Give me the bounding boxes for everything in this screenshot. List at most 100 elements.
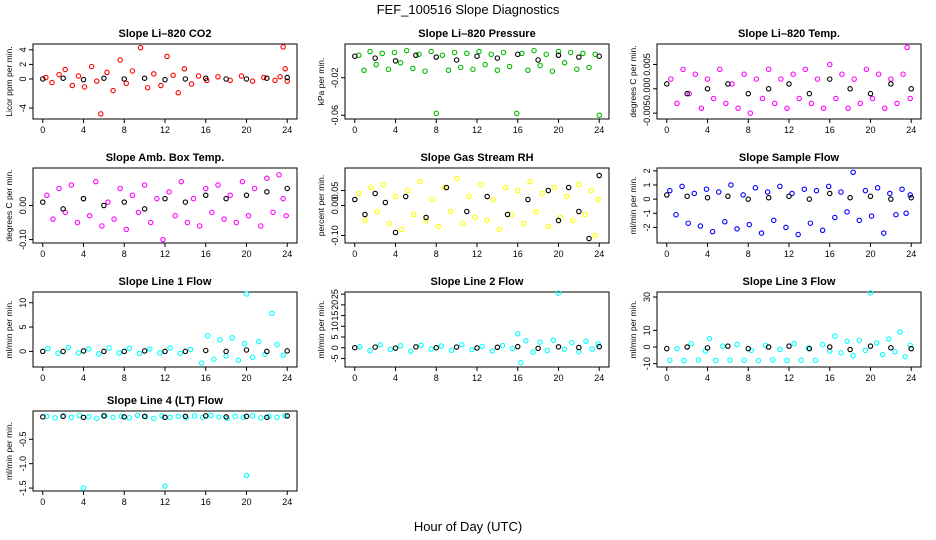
panel-title: Slope Li–820 Temp. bbox=[738, 28, 840, 40]
data-point bbox=[447, 208, 454, 215]
data-point bbox=[470, 66, 476, 73]
data-point bbox=[596, 112, 602, 119]
data-point bbox=[489, 348, 496, 354]
panel-4: Slope Amb. Box Temp. 0 4 8 12 16 20 24 -0.10 0.00… bbox=[4, 152, 298, 259]
data-point bbox=[680, 66, 686, 73]
data-point bbox=[812, 357, 819, 364]
x-tick-label: 4 bbox=[705, 249, 710, 259]
data-point bbox=[233, 219, 240, 226]
data-point bbox=[688, 340, 694, 347]
data-point bbox=[531, 47, 537, 54]
data-point-overlay bbox=[121, 76, 128, 82]
data-point bbox=[867, 290, 874, 296]
x-tick-label: 0 bbox=[352, 125, 357, 135]
data-point-overlay bbox=[826, 190, 833, 197]
data-point bbox=[752, 185, 759, 191]
plot-frame bbox=[32, 167, 298, 244]
data-point bbox=[527, 178, 533, 185]
data-point bbox=[734, 341, 740, 348]
data-point bbox=[85, 346, 92, 352]
data-point bbox=[272, 77, 278, 84]
data-point bbox=[880, 230, 887, 236]
x-tick-label: 20 bbox=[241, 497, 251, 507]
data-point bbox=[514, 187, 521, 194]
data-point bbox=[856, 217, 863, 224]
data-point bbox=[195, 73, 202, 79]
data-point bbox=[513, 110, 520, 117]
y-axis-label: ml/min per min. bbox=[4, 422, 14, 480]
y-tick-label: 4 bbox=[18, 47, 28, 52]
x-tick-label: 0 bbox=[40, 373, 45, 383]
y-tick-label: 2 bbox=[18, 62, 28, 67]
data-point bbox=[576, 181, 582, 188]
data-point-overlay bbox=[826, 76, 833, 82]
data-point bbox=[223, 353, 229, 359]
data-point-overlay bbox=[596, 343, 602, 350]
data-point-overlay bbox=[101, 75, 107, 81]
data-point bbox=[373, 61, 379, 68]
data-point bbox=[874, 185, 881, 191]
data-point-overlay bbox=[264, 414, 270, 421]
data-point bbox=[208, 412, 214, 419]
y-tick-label: 25 bbox=[330, 289, 340, 299]
data-point-overlay bbox=[704, 194, 711, 201]
data-point-overlay bbox=[484, 193, 490, 200]
data-point bbox=[249, 78, 256, 84]
data-point-overlay bbox=[433, 54, 440, 60]
data-point bbox=[137, 44, 144, 51]
panel-2: Slope Li–820 Pressure 0 4 8 12 16 20 24 -0.06 -0.… bbox=[316, 28, 610, 135]
data-point bbox=[88, 63, 95, 70]
data-point bbox=[555, 48, 562, 55]
data-point-overlay bbox=[60, 413, 66, 420]
data-point bbox=[543, 51, 550, 58]
data-point bbox=[243, 291, 250, 297]
panel-7: Slope Line 1 Flow 0 4 8 12 16 20 24 0 5 10 ml/min p… bbox=[4, 276, 298, 383]
data-point bbox=[167, 414, 173, 421]
data-point bbox=[850, 169, 856, 175]
x-tick-label: 8 bbox=[746, 125, 751, 135]
y-tick-label: 10 bbox=[642, 325, 652, 335]
x-tick-label: 4 bbox=[705, 125, 710, 135]
data-point bbox=[514, 331, 521, 337]
data-point bbox=[521, 220, 527, 227]
data-point bbox=[380, 181, 387, 188]
data-point bbox=[45, 345, 51, 352]
data-point bbox=[589, 346, 595, 352]
data-point-overlay bbox=[725, 343, 731, 349]
data-point-overlay bbox=[555, 217, 562, 224]
data-point bbox=[458, 341, 465, 348]
data-point-overlay bbox=[565, 184, 572, 191]
data-point-overlay bbox=[888, 196, 894, 202]
data-point bbox=[583, 338, 589, 345]
data-point bbox=[459, 220, 466, 227]
data-point-overlay bbox=[392, 58, 399, 64]
data-point-overlay bbox=[464, 208, 470, 215]
data-point bbox=[814, 76, 821, 82]
data-point bbox=[105, 199, 111, 205]
data-point bbox=[886, 336, 892, 342]
data-point bbox=[209, 209, 215, 216]
data-point-overlay bbox=[162, 414, 168, 421]
data-point bbox=[667, 357, 673, 364]
x-tick-label: 4 bbox=[81, 497, 86, 507]
data-point bbox=[255, 338, 262, 345]
data-point bbox=[551, 184, 558, 191]
plot-frame bbox=[32, 291, 298, 368]
data-point bbox=[723, 100, 729, 107]
data-point bbox=[868, 213, 875, 219]
data-point-overlay bbox=[202, 413, 209, 419]
data-point-overlay bbox=[555, 52, 562, 58]
data-point bbox=[802, 66, 809, 73]
data-point bbox=[397, 343, 404, 349]
x-tick-label: 24 bbox=[594, 373, 604, 383]
data-point bbox=[592, 232, 598, 239]
data-point-overlay bbox=[806, 196, 813, 202]
data-point-overlay bbox=[888, 81, 894, 87]
data-point bbox=[758, 230, 765, 236]
data-point-overlay bbox=[908, 345, 914, 352]
data-point bbox=[240, 414, 247, 421]
y-tick-label: 0 bbox=[330, 345, 340, 350]
y-tick-label: 0 bbox=[642, 197, 652, 202]
data-point bbox=[904, 44, 910, 51]
